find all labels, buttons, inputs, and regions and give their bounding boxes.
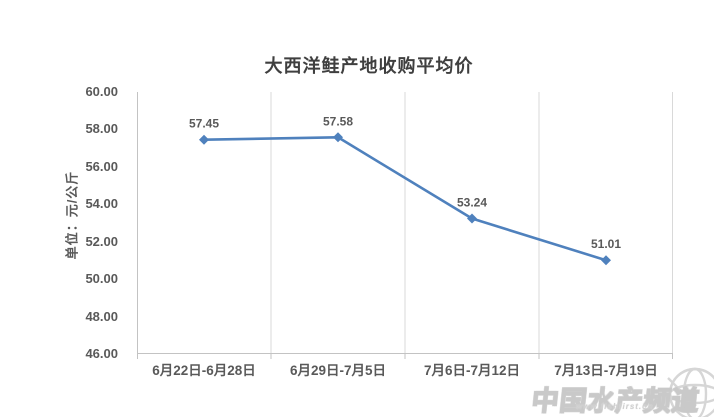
y-tick-label: 50.00 (85, 271, 118, 287)
x-tick-label: 6月29日-7月5日 (289, 363, 387, 378)
x-tick-label: 7月6日-7月12日 (423, 363, 521, 378)
watermark-text: 中国水产频道 (530, 385, 702, 416)
x-tick-label: 6月22日-6月28日 (152, 363, 256, 378)
data-point-marker (199, 134, 209, 145)
data-point-label: 53.24 (457, 196, 487, 210)
y-tick-label: 46.00 (85, 346, 118, 361)
chart-title: 大西洋鲑产地收购平均价 (264, 56, 474, 76)
y-tick-label: 54.00 (85, 196, 118, 212)
data-point-marker (601, 255, 611, 266)
y-tick-label: 56.00 (85, 158, 118, 174)
data-point-label: 51.01 (591, 237, 621, 251)
data-point-label: 57.58 (323, 114, 353, 128)
data-point-marker (467, 213, 477, 224)
y-tick-label: 52.00 (85, 233, 118, 249)
line-series (202, 135, 608, 262)
y-tick-label: 48.00 (85, 308, 118, 324)
plot-area: 57.45 57.58 53.24 51.01 (137, 92, 673, 359)
y-tick-label: 58.00 (85, 121, 118, 137)
data-point-marker (333, 132, 343, 143)
x-tick-label: 7月13日-7月19日 (554, 363, 658, 378)
watermark-url: www.fishfirst.cn (576, 402, 654, 411)
y-tick-label: 60.00 (85, 84, 118, 99)
data-point-label: 57.45 (189, 117, 219, 131)
